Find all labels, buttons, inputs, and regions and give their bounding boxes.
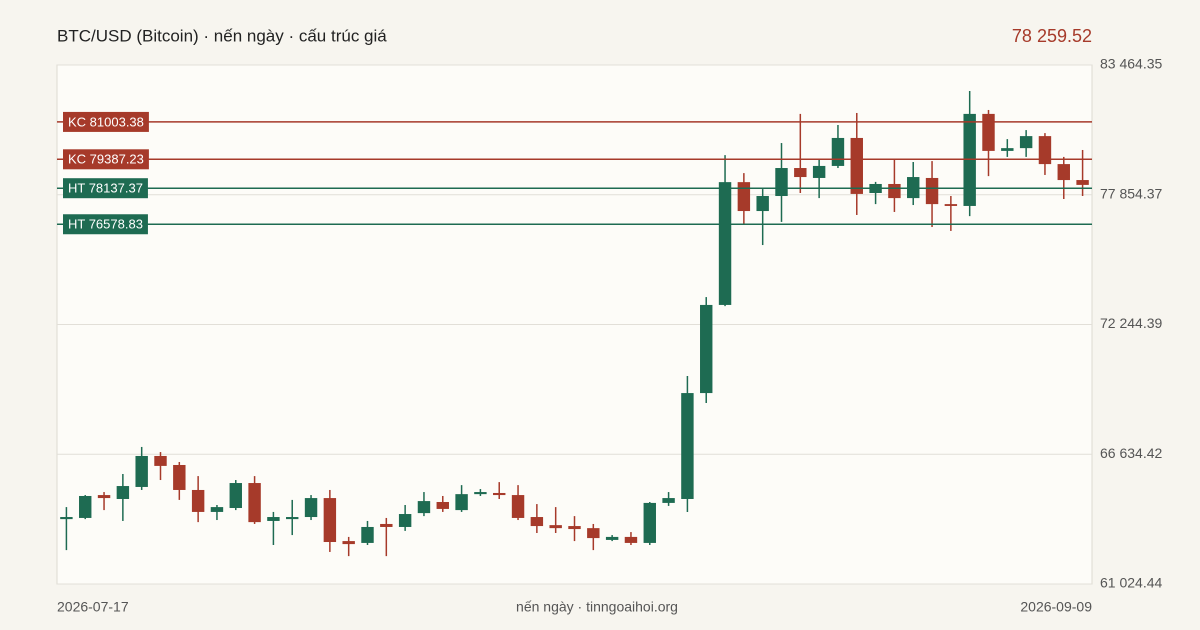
candle-body	[323, 498, 337, 543]
candle-body	[775, 168, 788, 197]
candle-body	[511, 495, 525, 518]
level-label: KC 79387.23	[68, 152, 144, 167]
candle-body	[267, 517, 280, 521]
candle-body	[116, 486, 130, 499]
level-label-box	[63, 149, 149, 170]
candle-body	[380, 523, 393, 527]
candle-body	[210, 507, 224, 512]
candle-body	[982, 113, 995, 151]
candle-body	[493, 492, 506, 496]
candle-body	[173, 464, 186, 490]
candle-body	[944, 204, 958, 206]
candle-body	[304, 498, 318, 518]
candle-body	[794, 168, 807, 178]
candle-body	[888, 183, 901, 199]
candle-body	[605, 536, 619, 540]
candle-body	[248, 483, 261, 523]
level-label-box	[63, 111, 149, 132]
candle-body	[1057, 164, 1070, 181]
x-tick-label: 2026-09-09	[1020, 599, 1092, 615]
candle-body	[361, 526, 374, 543]
level-label: KC 81003.38	[68, 114, 144, 129]
y-tick-label: 61 024.44	[1100, 575, 1162, 591]
candle-body	[643, 502, 656, 543]
footer: nến ngày · tinngoaihoi.org	[516, 599, 678, 615]
candle-body	[1019, 136, 1033, 149]
y-tick-label: 66 634.42	[1100, 445, 1162, 461]
candle-body	[417, 501, 431, 514]
candle-body	[154, 455, 167, 466]
candle-body	[700, 304, 713, 394]
candle-body	[549, 525, 562, 529]
level-label: HT 76578.83	[68, 217, 143, 232]
last-price: 78 259.52	[1012, 26, 1092, 46]
candle-body	[624, 536, 638, 543]
level-label-box	[63, 214, 148, 235]
candle-body	[812, 165, 826, 178]
candle-body	[455, 494, 468, 511]
y-tick-label: 77 854.37	[1100, 185, 1162, 201]
candle-body	[398, 514, 412, 527]
level-label-box	[63, 178, 148, 199]
candle-body	[681, 393, 694, 499]
candle-body	[1038, 136, 1052, 165]
candle-body	[737, 182, 751, 212]
candle-body	[79, 495, 92, 518]
chart-title: BTC/USD (Bitcoin) · nến ngày · cấu trúc …	[57, 26, 387, 45]
candle-body	[831, 137, 845, 166]
candle-body	[191, 489, 205, 512]
candle-body	[474, 492, 487, 495]
candle-body	[530, 517, 544, 527]
candle-body	[756, 196, 769, 212]
candle-body	[587, 528, 600, 539]
candle-body	[1076, 180, 1089, 185]
candle-body	[135, 455, 148, 487]
level-label: HT 78137.37	[68, 181, 143, 196]
candle-body	[1001, 148, 1014, 151]
x-tick-label: 2026-07-17	[57, 599, 129, 615]
candle-body	[662, 498, 675, 503]
candle-body	[850, 137, 863, 194]
candle-body	[925, 177, 939, 205]
candle-body	[718, 182, 732, 305]
candle-body	[229, 483, 242, 509]
candle-body	[286, 517, 299, 520]
candle-body	[60, 517, 73, 520]
candle-body	[568, 526, 581, 530]
candle-body	[436, 501, 449, 509]
candle-body	[342, 541, 355, 545]
candle-body	[97, 495, 111, 499]
y-tick-label: 83 464.35	[1100, 56, 1162, 72]
y-tick-label: 72 244.39	[1100, 315, 1162, 331]
